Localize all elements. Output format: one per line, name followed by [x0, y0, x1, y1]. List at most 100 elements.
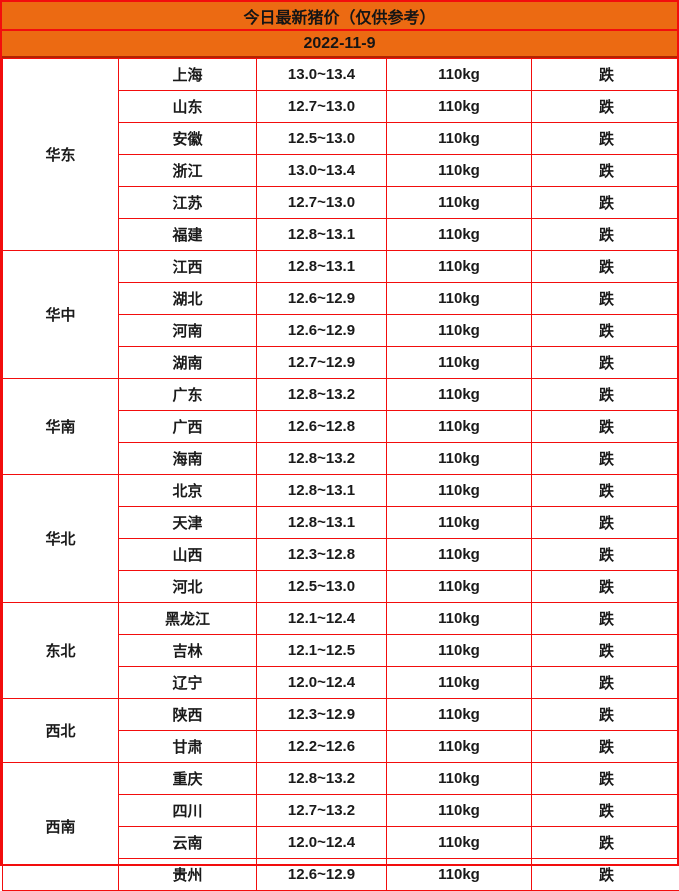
province-cell: 河南: [119, 315, 257, 347]
date-label: 2022-11-9: [2, 31, 677, 58]
price-cell: 12.7~13.2: [257, 795, 387, 827]
price-cell: 12.0~12.4: [257, 827, 387, 859]
price-cell: 12.0~12.4: [257, 667, 387, 699]
region-cell: 华北: [3, 475, 119, 603]
status-cell: 跌: [532, 187, 679, 219]
price-cell: 12.8~13.2: [257, 443, 387, 475]
region-cell: 东北: [3, 603, 119, 699]
status-cell: 跌: [532, 443, 679, 475]
weight-cell: 110kg: [387, 283, 532, 315]
weight-cell: 110kg: [387, 507, 532, 539]
price-cell: 12.6~12.9: [257, 315, 387, 347]
province-cell: 广东: [119, 379, 257, 411]
status-cell: 跌: [532, 91, 679, 123]
weight-cell: 110kg: [387, 635, 532, 667]
province-cell: 湖南: [119, 347, 257, 379]
weight-cell: 110kg: [387, 347, 532, 379]
region-cell: 华东: [3, 59, 119, 251]
weight-cell: 110kg: [387, 187, 532, 219]
weight-cell: 110kg: [387, 219, 532, 251]
weight-cell: 110kg: [387, 155, 532, 187]
province-cell: 河北: [119, 571, 257, 603]
weight-cell: 110kg: [387, 59, 532, 91]
province-cell: 山西: [119, 539, 257, 571]
price-cell: 12.1~12.4: [257, 603, 387, 635]
weight-cell: 110kg: [387, 795, 532, 827]
status-cell: 跌: [532, 315, 679, 347]
weight-cell: 110kg: [387, 731, 532, 763]
weight-cell: 110kg: [387, 91, 532, 123]
price-cell: 12.3~12.9: [257, 699, 387, 731]
province-cell: 陕西: [119, 699, 257, 731]
status-cell: 跌: [532, 635, 679, 667]
status-cell: 跌: [532, 699, 679, 731]
price-cell: 12.8~13.2: [257, 379, 387, 411]
status-cell: 跌: [532, 123, 679, 155]
price-cell: 12.8~13.1: [257, 219, 387, 251]
status-cell: 跌: [532, 667, 679, 699]
region-cell: 西南: [3, 763, 119, 891]
province-cell: 广西: [119, 411, 257, 443]
region-cell: 华南: [3, 379, 119, 475]
status-cell: 跌: [532, 411, 679, 443]
price-cell: 12.8~13.2: [257, 763, 387, 795]
weight-cell: 110kg: [387, 699, 532, 731]
province-cell: 北京: [119, 475, 257, 507]
status-cell: 跌: [532, 571, 679, 603]
price-cell: 12.6~12.9: [257, 859, 387, 891]
province-cell: 海南: [119, 443, 257, 475]
status-cell: 跌: [532, 155, 679, 187]
province-cell: 重庆: [119, 763, 257, 795]
price-cell: 12.7~13.0: [257, 91, 387, 123]
province-cell: 江西: [119, 251, 257, 283]
page-title: 今日最新猪价（仅供参考）: [2, 2, 677, 31]
province-cell: 山东: [119, 91, 257, 123]
status-cell: 跌: [532, 731, 679, 763]
price-cell: 12.6~12.9: [257, 283, 387, 315]
price-cell: 13.0~13.4: [257, 155, 387, 187]
price-cell: 12.5~13.0: [257, 571, 387, 603]
weight-cell: 110kg: [387, 475, 532, 507]
weight-cell: 110kg: [387, 763, 532, 795]
status-cell: 跌: [532, 59, 679, 91]
weight-cell: 110kg: [387, 571, 532, 603]
status-cell: 跌: [532, 603, 679, 635]
price-cell: 12.3~12.8: [257, 539, 387, 571]
province-cell: 安徽: [119, 123, 257, 155]
province-cell: 福建: [119, 219, 257, 251]
region-cell: 西北: [3, 699, 119, 763]
status-cell: 跌: [532, 763, 679, 795]
price-cell: 12.1~12.5: [257, 635, 387, 667]
province-cell: 湖北: [119, 283, 257, 315]
weight-cell: 110kg: [387, 603, 532, 635]
province-cell: 上海: [119, 59, 257, 91]
status-cell: 跌: [532, 859, 679, 891]
status-cell: 跌: [532, 347, 679, 379]
price-cell: 12.8~13.1: [257, 251, 387, 283]
province-cell: 辽宁: [119, 667, 257, 699]
province-cell: 四川: [119, 795, 257, 827]
status-cell: 跌: [532, 283, 679, 315]
price-cell: 12.7~13.0: [257, 187, 387, 219]
province-cell: 天津: [119, 507, 257, 539]
province-cell: 贵州: [119, 859, 257, 891]
weight-cell: 110kg: [387, 379, 532, 411]
region-cell: 华中: [3, 251, 119, 379]
price-cell: 12.7~12.9: [257, 347, 387, 379]
status-cell: 跌: [532, 539, 679, 571]
status-cell: 跌: [532, 507, 679, 539]
price-cell: 12.6~12.8: [257, 411, 387, 443]
weight-cell: 110kg: [387, 443, 532, 475]
weight-cell: 110kg: [387, 859, 532, 891]
price-cell: 12.8~13.1: [257, 475, 387, 507]
status-cell: 跌: [532, 475, 679, 507]
